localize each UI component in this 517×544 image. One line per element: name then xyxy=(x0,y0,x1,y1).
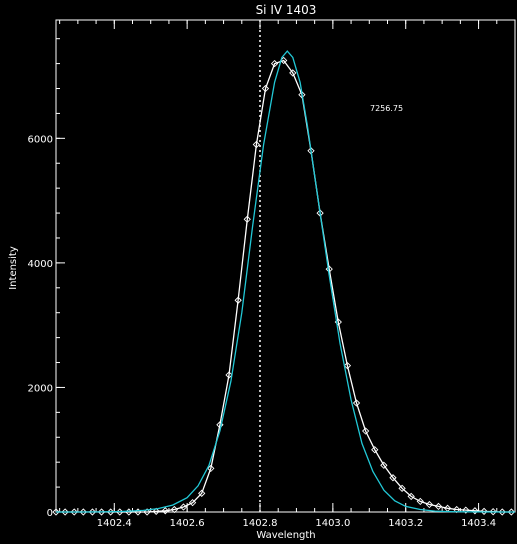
data-point xyxy=(107,508,115,516)
plot-frame xyxy=(55,19,516,513)
peak-annotation: 7256.75 xyxy=(370,104,403,113)
data-point xyxy=(389,474,397,482)
data-point xyxy=(234,296,242,304)
data-point xyxy=(371,446,379,454)
data-point xyxy=(343,362,352,370)
data-point xyxy=(380,461,388,469)
data-point xyxy=(52,508,60,516)
data-point xyxy=(416,497,424,506)
data-point xyxy=(152,507,160,516)
x-tick-label: 1403.0 xyxy=(315,518,350,529)
data-point xyxy=(407,492,415,501)
series-layer xyxy=(52,50,515,516)
y-axis-label: Intensity xyxy=(8,246,19,290)
data-point xyxy=(462,506,470,514)
data-point xyxy=(88,508,97,516)
data-point xyxy=(398,484,406,492)
data-point xyxy=(480,507,488,516)
y-tick-label: 4000 xyxy=(28,259,53,270)
data-point xyxy=(362,427,370,435)
data-point xyxy=(161,507,169,515)
data-point xyxy=(225,371,233,379)
x-tick-label: 1402.6 xyxy=(170,518,205,529)
data-point xyxy=(79,508,87,516)
chart-title: Si IV 1403 xyxy=(256,3,317,17)
data-point xyxy=(252,140,260,149)
data-point xyxy=(352,399,361,407)
data-point xyxy=(261,84,270,93)
axes: 1402.4 1402.6 1402.8 1403.0 1403.2 1403.4 0 200… xyxy=(28,19,516,529)
y-tick-label: 0 xyxy=(47,508,53,519)
data-point xyxy=(70,508,78,516)
data-point xyxy=(498,508,506,516)
data-point xyxy=(188,499,197,507)
data-point xyxy=(143,508,151,516)
data-point xyxy=(298,91,306,99)
data-point xyxy=(434,502,443,511)
x-tick-label: 1402.4 xyxy=(97,518,132,529)
data-point xyxy=(270,59,279,68)
data-point xyxy=(179,503,188,511)
x-axis-label: Wavelength xyxy=(256,530,315,541)
fit-series-line xyxy=(56,50,515,513)
data-point xyxy=(471,507,479,515)
data-point xyxy=(170,505,179,514)
data-point xyxy=(207,464,215,473)
x-tick-label: 1402.8 xyxy=(243,518,278,529)
x-tick-label: 1403.2 xyxy=(388,518,423,529)
data-point xyxy=(425,500,434,509)
data-point xyxy=(453,505,461,514)
data-point xyxy=(289,69,297,77)
data-point xyxy=(489,508,497,516)
data-point xyxy=(61,508,69,516)
y-tick-label: 6000 xyxy=(28,134,53,145)
x-tick-label: 1403.4 xyxy=(461,518,496,529)
data-point xyxy=(243,215,251,223)
data-point xyxy=(507,508,515,516)
data-point xyxy=(198,489,206,497)
y-tick-label: 2000 xyxy=(28,383,53,394)
data-point xyxy=(97,508,106,516)
